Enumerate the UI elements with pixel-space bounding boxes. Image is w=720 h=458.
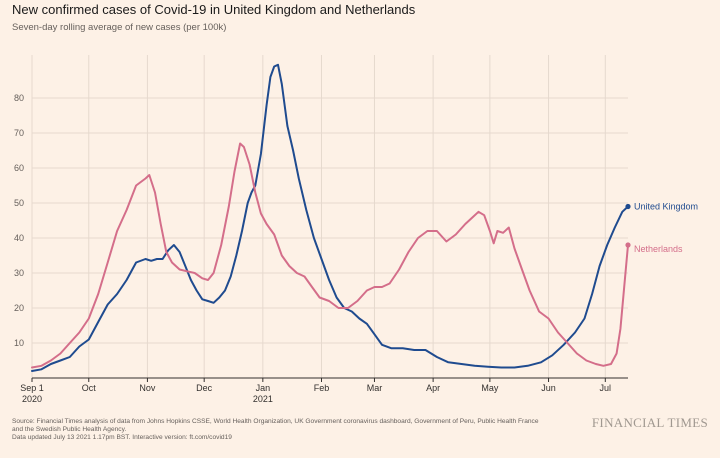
y-tick-label: 60 bbox=[14, 163, 24, 173]
x-tick-label: Feb bbox=[314, 383, 330, 393]
y-tick-label: 50 bbox=[14, 198, 24, 208]
series-end-dot bbox=[625, 203, 631, 210]
x-tick-label: Nov bbox=[139, 383, 156, 393]
y-tick-label: 10 bbox=[14, 338, 24, 348]
y-tick-label: 40 bbox=[14, 233, 24, 243]
x-tick-label: May bbox=[481, 383, 499, 393]
y-tick-label: 80 bbox=[14, 93, 24, 103]
x-tick-label: Jul bbox=[600, 383, 612, 393]
series-label: United Kingdom bbox=[634, 202, 698, 212]
x-tick-sublabel: 2021 bbox=[253, 394, 273, 404]
series-line-united-kingdom bbox=[31, 63, 629, 372]
series-lines bbox=[31, 63, 631, 372]
source-line-3: Data updated July 13 2021 1.17pm BST. In… bbox=[12, 434, 232, 442]
x-tick-label: Oct bbox=[82, 383, 97, 393]
grid-lines bbox=[31, 55, 628, 378]
y-tick-label: 20 bbox=[14, 303, 24, 313]
x-tick-label: Dec bbox=[196, 383, 213, 393]
x-tick-label: Sep 1 bbox=[20, 383, 44, 393]
x-tick-label: Apr bbox=[426, 383, 440, 393]
financial-times-logo: FINANCIAL TIMES bbox=[591, 415, 708, 430]
page-title: New confirmed cases of Covid-19 in Unite… bbox=[12, 2, 416, 17]
x-tick-label: Jun bbox=[541, 383, 556, 393]
x-tick-label: Mar bbox=[367, 383, 383, 393]
x-tick-sublabel: 2020 bbox=[22, 394, 42, 404]
y-tick-label: 70 bbox=[14, 128, 24, 138]
series-labels: United Kingdom Netherlands bbox=[634, 202, 698, 255]
x-tick-label: Jan bbox=[256, 383, 271, 393]
source-line-2: and the Swedish Public Health Agency. bbox=[12, 426, 127, 434]
series-label: Netherlands bbox=[634, 244, 683, 254]
source-note: Source: Financial Times analysis of data… bbox=[12, 418, 592, 443]
page-subtitle: Seven-day rolling average of new cases (… bbox=[12, 22, 227, 33]
series-end-dot bbox=[625, 242, 631, 248]
y-tick-label: 30 bbox=[14, 268, 24, 278]
series-line-netherlands bbox=[31, 142, 629, 369]
source-line-1: Source: Financial Times analysis of data… bbox=[12, 418, 539, 425]
